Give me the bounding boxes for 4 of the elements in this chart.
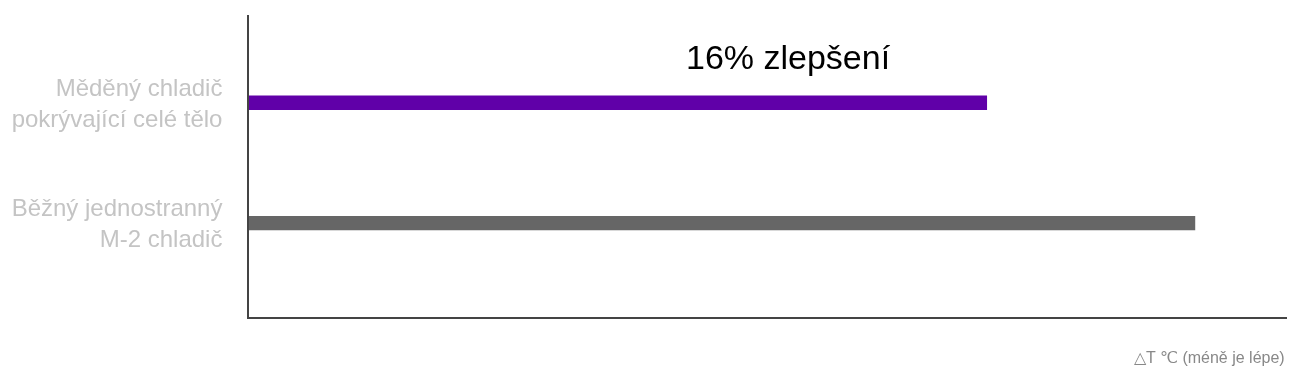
- annotation: 16% zlepšení: [686, 38, 891, 76]
- x-axis-title: △T ℃ (méně je lépe): [1134, 349, 1285, 366]
- y-tick-label: Běžný jednostranný M-2 chladič: [11, 193, 223, 253]
- y-tick-label: Měděný chladič pokrývající celé tělo: [11, 73, 223, 132]
